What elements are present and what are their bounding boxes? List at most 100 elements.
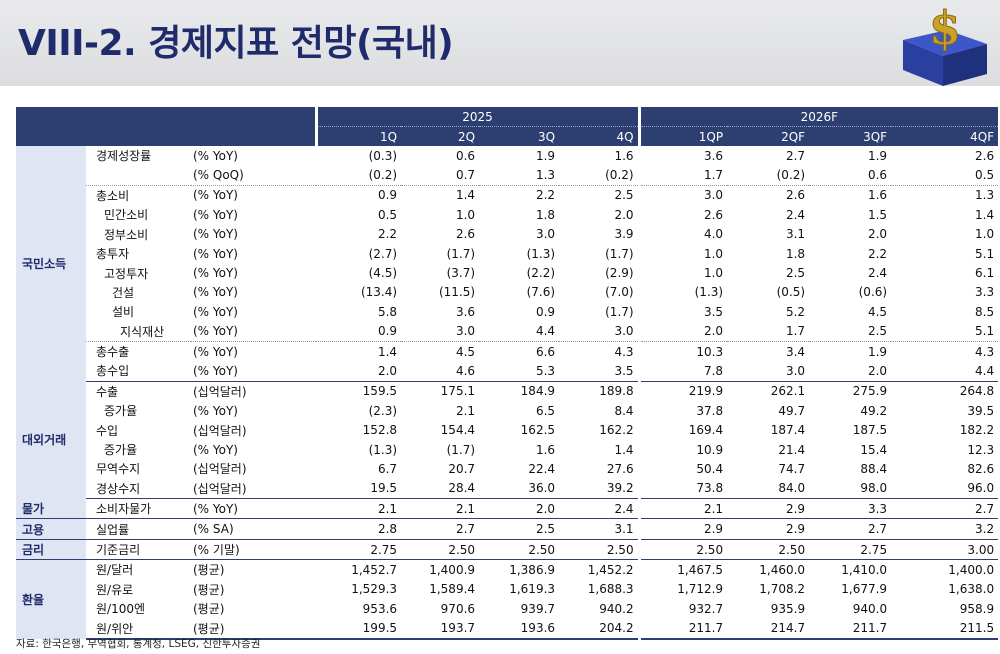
table-row: 원/위안 (평균) 199.5 193.7 193.6 204.2 211.7 214.7 21… [16,618,999,640]
indicator-name: 원/100엔 [96,602,146,617]
value-cell: 219.9 [637,381,728,402]
table-row: 대외거래 수출 (십억달러) 159.5 175.1 184.9 189.8 219.9 262… [16,381,998,499]
value-cell: 2.0 [614,207,634,222]
category-cell-external-trade: 대외거래 [16,381,86,499]
indicator-unit: (% YoY) [193,442,238,457]
table-row: 국민소득 경제성장률 (% YoY) (0.3) 0.6 1.9 1.6 3.6 2.7 1.9 2… [16,146,998,382]
value-cell: 82.6 [967,461,995,476]
value-cell: 2.0 [867,227,888,242]
value-cell: 2.7 [785,148,806,163]
value-cell: 2.1 [455,403,476,418]
value-cell: 5.3 [479,361,560,382]
indicator-unit: (% YoY) [193,246,238,261]
value-cell: 10.3 [637,341,728,362]
value-cell: 2.9 [727,518,810,540]
year-header-2026f: 2026F [637,107,999,127]
indicator-name: 기준금리 [86,539,191,561]
value-cell: 7.8 [637,361,728,382]
value-cell: 169.4 [637,420,728,440]
value-cell: 1.0 [637,263,728,283]
indicator-name: 민간소비 [104,208,149,223]
value-cell: 96.0 [891,478,999,500]
value-cell: 214.7 [727,618,810,640]
value-cell: 4.3 [614,344,634,359]
value-cell: 1,400.0 [948,562,995,577]
value-cell: 184.9 [520,384,556,399]
value-cell: 6.5 [535,403,556,418]
value-cell: 264.8 [959,384,995,399]
quarter-header: 1QP [637,126,728,146]
value-cell: 3.5 [637,302,728,322]
indicator-unit: (평균) [193,602,225,617]
value-cell: 3.3 [975,285,995,300]
value-cell: 3.0 [401,321,480,342]
year-header-row: 2025 2026F [16,107,999,127]
value-cell: 36.0 [479,478,560,500]
value-cell: 1,677.9 [841,582,888,597]
value-cell: 39.5 [967,403,995,418]
indicator-name: 실업률 [86,518,191,540]
value-cell: 1.7 [727,321,810,342]
value-cell: 27.6 [606,461,634,476]
header-blank [16,107,317,127]
value-cell: 21.4 [778,442,806,457]
value-cell: 0.9 [377,188,398,203]
dollar-cube-logo: $ [903,1,987,86]
table-row: 증가율 (% YoY) (1.3) (1.7) 1.6 1.4 10.9 21.4 15.4 12… [16,439,998,460]
value-cell: 175.1 [440,384,476,399]
svg-text:$: $ [929,1,961,55]
value-cell: 1,410.0 [841,562,888,577]
value-cell: 12.3 [967,442,995,457]
indicator-unit: (% YoY) [193,227,238,242]
table-row: 지식재산 (% YoY) 0.9 3.0 4.4 3.0 2.0 1.7 2.5 5.1 [16,321,999,342]
quarter-header: 3Q [479,126,560,146]
value-cell: 182.2 [959,423,995,438]
indicator-unit: (% YoY) [193,344,238,359]
value-cell: 2.50 [559,539,640,561]
value-cell: 2.1 [401,498,480,520]
value-cell: 0.5 [377,207,398,222]
value-cell: 0.6 [455,148,476,163]
value-cell: 6.6 [535,344,556,359]
category-cell-prices: 물가 [16,498,86,520]
value-cell: 1.0 [455,207,476,222]
value-cell: 204.2 [559,618,640,640]
value-cell: (1.7) [446,442,476,457]
value-cell: 935.9 [770,601,806,616]
value-cell: (3.7) [446,266,476,281]
indicator-unit: (% 기말) [191,539,317,561]
table-row: 물가 소비자물가 (% YoY) 2.1 2.1 2.0 2.4 2.1 2.9 3.3 2.7 [16,498,999,520]
page-title: VIII-2. 경제지표 전망(국내) [18,23,454,64]
indicator-name: 총수입 [86,361,191,382]
value-cell: 2.50 [637,539,728,561]
value-cell: 1.8 [785,246,806,261]
value-cell: 953.6 [362,601,398,616]
value-cell: 1,712.9 [637,579,728,599]
value-cell: 2.50 [727,539,810,561]
value-cell: 1.7 [637,165,728,186]
value-cell: (1.3) [368,442,398,457]
value-cell: 262.1 [770,384,806,399]
value-cell: 2.5 [479,518,560,540]
value-cell: 187.5 [852,423,888,438]
table-body: 국민소득 경제성장률 (% YoY) (0.3) 0.6 1.9 1.6 3.6 2.7 1.9 2… [16,146,999,640]
value-cell: 2.0 [809,361,892,382]
quarter-header: 4QF [891,126,999,146]
indicator-name: 경상수지 [86,478,191,500]
indicator-name: 총투자 [96,247,130,262]
value-cell: 2.75 [809,539,892,561]
value-cell: 3.0 [535,227,556,242]
indicator-unit: (평균) [193,582,225,597]
indicator-name: 원/위안 [86,618,191,640]
value-cell: 1.4 [455,188,476,203]
value-cell: 8.4 [614,403,634,418]
value-cell: 2.5 [614,188,634,203]
value-cell: 2.6 [785,188,806,203]
value-cell: 0.5 [891,165,999,186]
indicator-unit: (십억달러) [193,462,247,477]
value-cell: 84.0 [727,478,810,500]
value-cell: 2.1 [637,498,728,520]
value-cell: 4.0 [637,224,728,244]
value-cell: (11.5) [438,285,476,300]
value-cell: (1.7) [605,304,634,319]
